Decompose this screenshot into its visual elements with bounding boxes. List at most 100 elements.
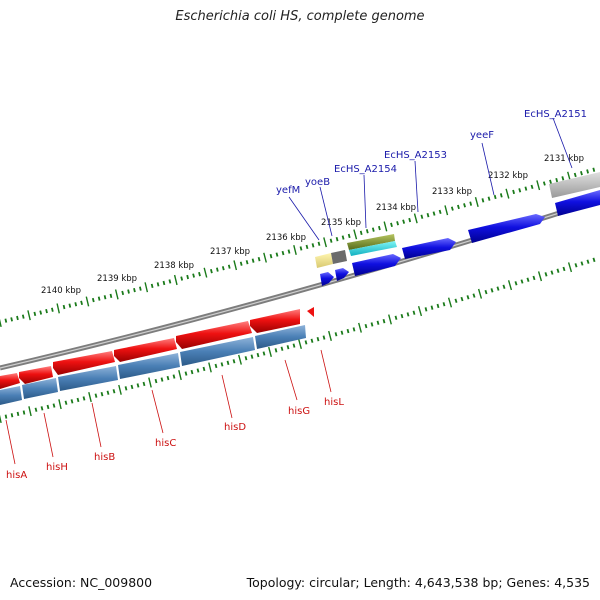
scale-tick <box>507 280 513 291</box>
scale-tick <box>378 225 381 231</box>
gene-feature-gray[interactable] <box>549 172 600 198</box>
scale-tick <box>33 311 37 317</box>
scale-tick <box>580 261 584 266</box>
gene-label-hisb[interactable]: hisB <box>94 452 115 463</box>
gene-arrow-hisd[interactable] <box>176 321 252 349</box>
gene-arrow-hisg[interactable] <box>250 309 300 333</box>
scale-tick <box>352 327 356 332</box>
scale-tick <box>91 297 95 303</box>
scale-tick <box>257 256 261 262</box>
scale-tick <box>27 310 31 321</box>
scale-tick <box>114 289 119 300</box>
scale-tick <box>154 378 158 384</box>
gene-feature-yellow[interactable] <box>315 253 333 268</box>
scale-tick <box>573 172 577 178</box>
scale-tick <box>432 211 436 216</box>
scale-tick <box>76 397 80 403</box>
scale-tick <box>472 293 476 298</box>
scale-tick <box>238 354 242 365</box>
scale-tick <box>293 245 297 255</box>
scale-tick <box>481 198 485 203</box>
gene-label-echs-a2154[interactable]: EcHS_A2154 <box>334 164 397 175</box>
gene-label-hisg[interactable]: hisG <box>288 406 310 417</box>
cds-segment[interactable] <box>0 386 22 405</box>
gene-arrow-hisa[interactable] <box>0 373 20 389</box>
scale-tick <box>263 252 267 263</box>
scale-tick <box>22 410 26 415</box>
scale-tick <box>532 275 536 281</box>
gene-feature-darkgray[interactable] <box>331 250 347 264</box>
scale-tick <box>214 363 218 369</box>
gene-arrow-echs-a2151[interactable] <box>555 190 600 216</box>
gene-label-hisa[interactable]: hisA <box>6 470 27 481</box>
scale-tick <box>172 374 176 379</box>
gene-arrow-echs-a2154[interactable] <box>352 254 401 276</box>
scale-tick <box>287 249 291 254</box>
gene-label-hisl[interactable]: hisL <box>324 397 344 408</box>
gene-arrow-hisl[interactable] <box>307 307 314 317</box>
scale-tick <box>274 348 278 353</box>
gene-feature-cyan[interactable] <box>349 241 397 256</box>
scale-label: 2133 kbp <box>432 187 472 197</box>
scale-tick <box>496 286 500 291</box>
scale-tick <box>341 235 345 240</box>
scale-tick <box>80 300 83 306</box>
scale-tick <box>322 335 326 340</box>
gene-label-hish[interactable]: hisH <box>46 462 68 473</box>
gene-arrow-hisc[interactable] <box>114 338 177 362</box>
scale-tick <box>244 356 248 361</box>
gene-arrow-echs-a2153[interactable] <box>402 238 456 259</box>
gene-label-yoeb[interactable]: yoeB <box>305 177 330 188</box>
gene-label-yeef[interactable]: yeeF <box>470 130 494 141</box>
scale-tick <box>562 266 566 272</box>
gene-arrow-hish[interactable] <box>19 366 53 384</box>
cds-segment[interactable] <box>180 337 255 366</box>
scale-tick <box>269 253 273 259</box>
scale-tick <box>466 295 470 300</box>
cds-segment[interactable] <box>118 353 180 379</box>
scale-tick <box>580 171 583 176</box>
scale-tick <box>100 391 104 397</box>
scale-tick <box>530 184 534 190</box>
scale-tick <box>28 406 32 417</box>
scale-labels: 2131 kbp 2132 kbp 2133 kbp 2134 kbp 2135… <box>41 154 584 296</box>
scale-tick <box>310 338 314 343</box>
scale-tick <box>502 284 506 289</box>
scale-tick <box>210 268 213 274</box>
scale-tick <box>239 261 243 266</box>
forward-gene-labels: EcHS_A2151 yeeF EcHS_A2153 EcHS_A2154 yo… <box>276 109 587 241</box>
scale-tick <box>62 304 66 310</box>
scale-tick <box>512 189 515 195</box>
gene-arrow-yoeb[interactable] <box>335 268 349 281</box>
gene-label-yefm[interactable]: yefM <box>276 185 300 196</box>
gene-arrow-yeef[interactable] <box>468 214 545 243</box>
scale-tick <box>408 217 412 223</box>
scale-tick <box>484 289 488 295</box>
gene-label-hisc[interactable]: hisC <box>155 438 176 449</box>
cds-track <box>0 325 306 405</box>
cds-segment[interactable] <box>58 366 118 391</box>
gene-arrow-hisb[interactable] <box>53 351 115 375</box>
gene-label-hisd[interactable]: hisD <box>224 422 246 433</box>
scale-tick <box>16 411 20 416</box>
scale-tick <box>64 400 68 405</box>
cds-segment[interactable] <box>255 325 306 349</box>
scale-tick <box>186 274 189 280</box>
gene-label-echs-a2153[interactable]: EcHS_A2153 <box>384 150 447 161</box>
map-title: Escherichia coli HS, complete genome <box>175 9 425 24</box>
gene-arrow-yefm[interactable] <box>320 272 334 286</box>
scale-tick <box>420 214 424 219</box>
scale-tick <box>520 279 524 284</box>
scale-tick <box>400 313 404 319</box>
scale-tick <box>220 362 224 367</box>
gene-feature-olive[interactable] <box>347 234 395 250</box>
scale-tick <box>97 296 101 301</box>
inner-scale-track <box>0 257 596 424</box>
scale-tick <box>586 259 590 264</box>
gene-label-echs-a2151[interactable]: EcHS_A2151 <box>524 109 587 120</box>
scale-tick <box>394 315 398 320</box>
scale-tick <box>382 318 386 324</box>
scale-tick <box>221 266 225 271</box>
scale-tick <box>94 393 98 398</box>
cds-segment[interactable] <box>22 378 58 399</box>
